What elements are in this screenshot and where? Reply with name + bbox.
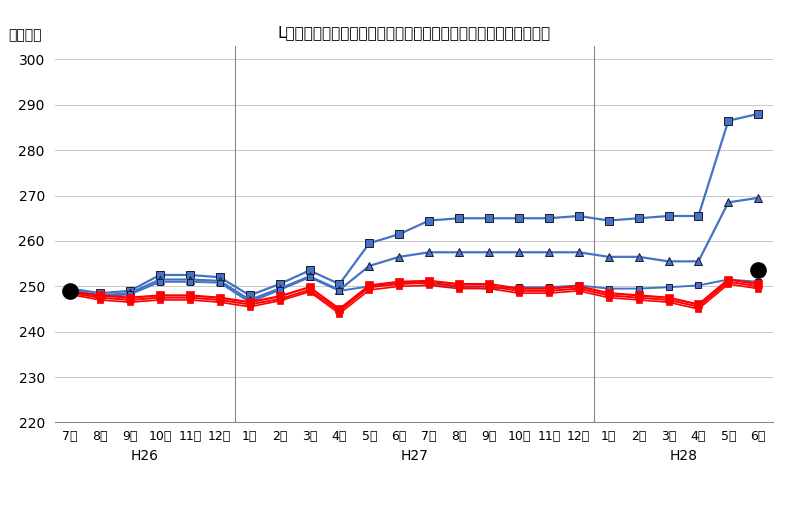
Text: H28: H28	[670, 449, 697, 463]
Text: H26: H26	[131, 449, 159, 463]
Text: H27: H27	[400, 449, 428, 463]
Title: Lを変化させた場合の労働者数の推移の試算（５００～９９９人）: Lを変化させた場合の労働者数の推移の試算（５００～９９９人）	[278, 25, 551, 41]
Text: （万人）: （万人）	[9, 28, 42, 42]
